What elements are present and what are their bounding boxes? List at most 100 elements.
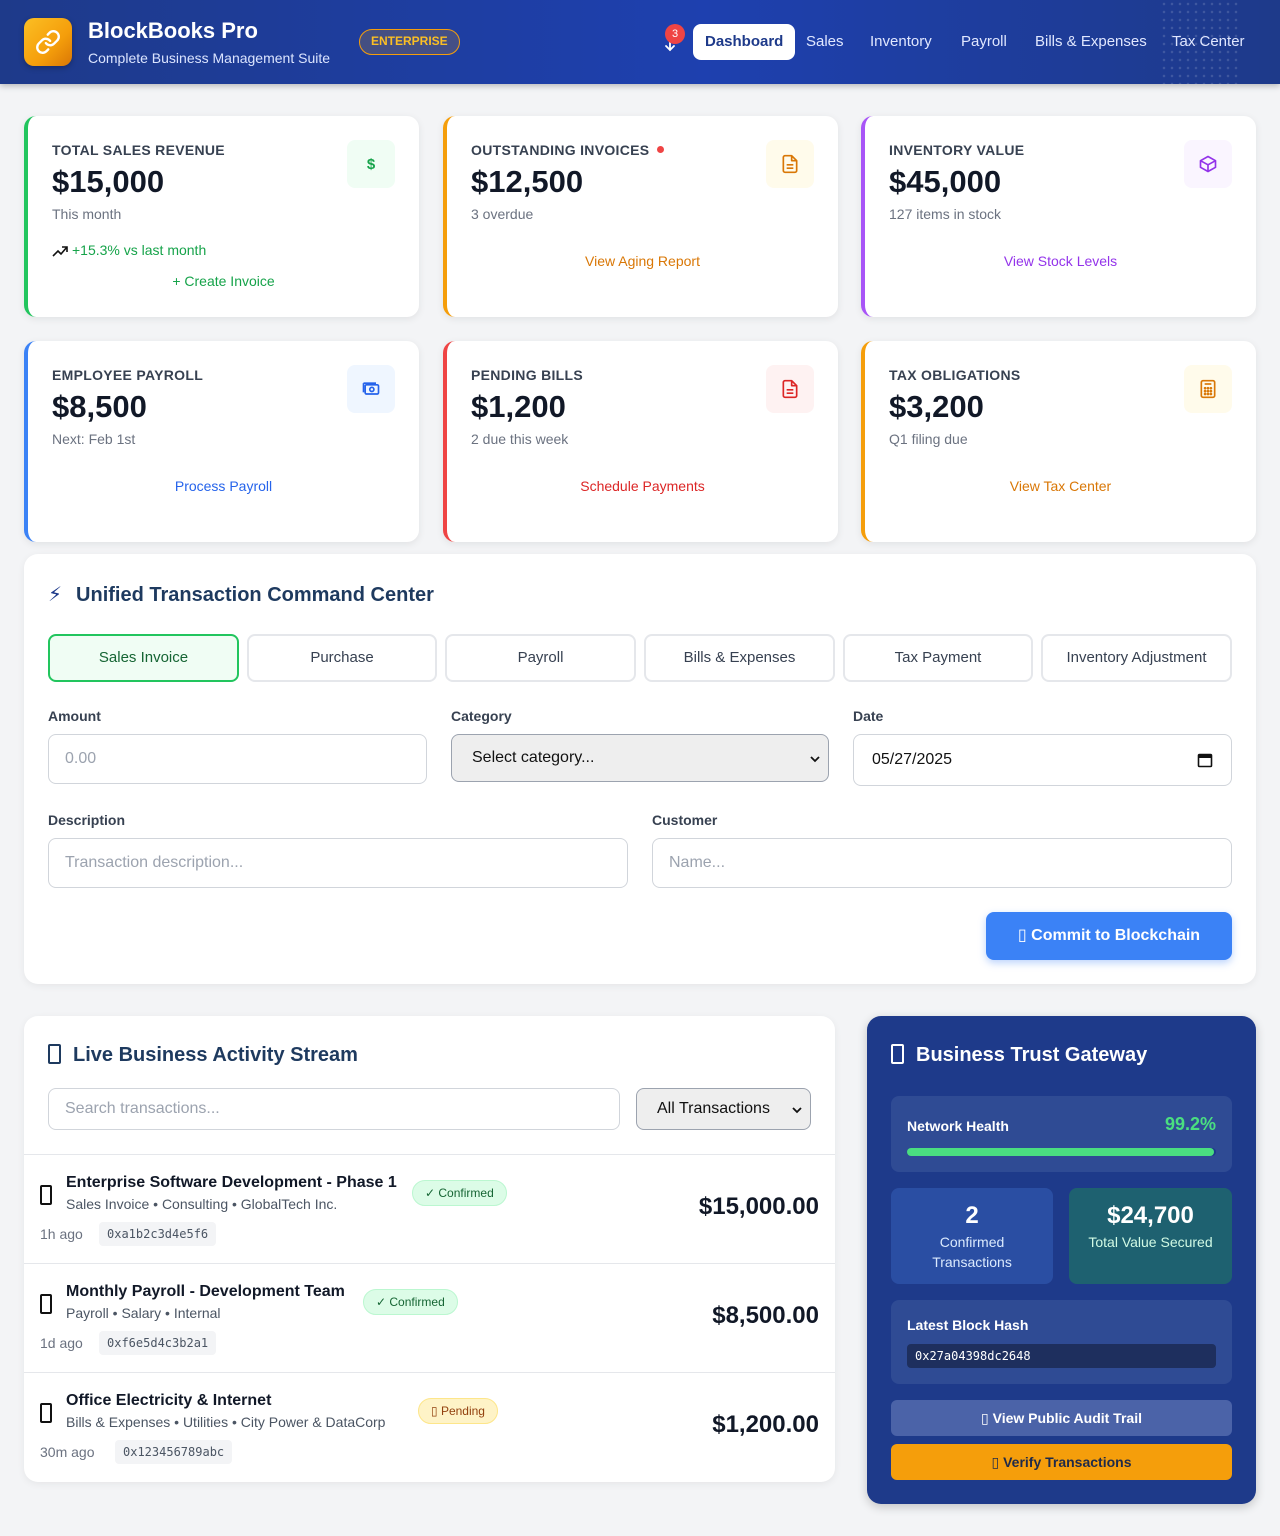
transaction-command-center: ⚡ Unified Transaction Command Center Sale… <box>24 554 1256 984</box>
alert-dot <box>657 145 665 153</box>
calculator-icon <box>1184 365 1232 413</box>
view-stock-levels-link[interactable]: View Stock Levels <box>1003 253 1118 269</box>
create-invoice-link[interactable]: + Create Invoice <box>172 273 275 289</box>
view-aging-report-link[interactable]: View Aging Report <box>585 253 700 269</box>
transaction-title: Monthly Payroll - Development Team <box>66 1283 345 1300</box>
brand-subtitle: Complete Business Management Suite <box>88 50 331 66</box>
stat-card-sales-revenue: TOTAL SALES REVENUE $15,000 This month +… <box>24 116 419 317</box>
stat-value: $8,500 <box>52 389 147 424</box>
search-transactions-input[interactable]: Search transactions... <box>48 1088 620 1130</box>
network-health-bar <box>907 1148 1214 1156</box>
customer-input[interactable]: Name... <box>652 838 1232 888</box>
tab-bills-expenses[interactable]: Bills & Expenses <box>644 634 835 682</box>
transaction-row[interactable]: Monthly Payroll - Development Team Payro… <box>24 1263 835 1372</box>
tab-tax-payment[interactable]: Tax Payment <box>843 634 1033 682</box>
app-header: BlockBooks Pro Complete Business Managem… <box>0 0 1280 84</box>
confirmed-transactions-card: 2 Confirmed Transactions <box>891 1188 1053 1284</box>
confirmed-count: 2 <box>965 1202 979 1229</box>
cash-icon <box>347 365 395 413</box>
verify-transactions-button[interactable]: ▯ Verify Transactions <box>891 1444 1232 1480</box>
trend-text: +15.3% vs last month <box>72 242 207 258</box>
schedule-payments-link[interactable]: Schedule Payments <box>580 478 705 494</box>
transaction-hash[interactable]: 0xa1b2c3d4e5f6 <box>99 1222 217 1246</box>
latest-hash-value[interactable]: 0x27a04398dc2648 <box>907 1344 1216 1368</box>
transaction-title: Office Electricity & Internet <box>66 1392 272 1409</box>
transaction-time: 1h ago <box>40 1226 83 1242</box>
stat-subtext: 3 overdue <box>471 206 534 222</box>
stat-subtext: Q1 filing due <box>889 431 968 447</box>
nav-dashboard[interactable]: Dashboard <box>693 24 796 60</box>
transaction-time: 1d ago <box>40 1335 83 1351</box>
description-input[interactable]: Transaction description... <box>48 838 628 888</box>
transaction-title: Enterprise Software Development - Phase … <box>66 1174 397 1191</box>
header-pattern <box>1160 0 1240 84</box>
commit-icon: ▯ <box>1017 927 1027 944</box>
filter-value: All Transactions <box>657 1100 770 1117</box>
brand-title: BlockBooks Pro <box>88 18 258 43</box>
date-value: 05/27/2025 <box>872 751 953 768</box>
category-label: Category <box>451 708 512 724</box>
stat-value: $12,500 <box>471 164 584 199</box>
stat-label: INVENTORY VALUE <box>889 142 1025 158</box>
network-health-track <box>907 1148 1216 1156</box>
stat-card-tax-obligations: TAX OBLIGATIONS $3,200 Q1 filing due Vie… <box>861 341 1256 542</box>
date-input[interactable]: 05/27/2025 <box>853 734 1232 786</box>
command-center-title-text: Unified Transaction Command Center <box>76 584 434 606</box>
commit-to-blockchain-button[interactable]: ▯ Commit to Blockchain <box>986 912 1232 960</box>
transaction-hash[interactable]: 0xf6e5d4c3b2a1 <box>99 1331 217 1355</box>
stat-value: $1,200 <box>471 389 566 424</box>
transaction-row[interactable]: Office Electricity & Internet Bills & Ex… <box>24 1372 835 1481</box>
stat-subtext: 127 items in stock <box>889 206 1002 222</box>
confirmed-label: Confirmed Transactions <box>932 1234 1012 1270</box>
transaction-row[interactable]: Enterprise Software Development - Phase … <box>24 1154 835 1263</box>
transaction-meta: Sales Invoice • Consulting • GlobalTech … <box>66 1196 338 1212</box>
activity-icon <box>48 1043 61 1064</box>
stat-subtext: This month <box>52 206 122 222</box>
activity-stream-title-text: Live Business Activity Stream <box>73 1044 358 1066</box>
transaction-filter-select[interactable]: All Transactions <box>636 1088 811 1130</box>
stat-label: TAX OBLIGATIONS <box>889 367 1021 383</box>
transaction-time: 30m ago <box>40 1444 95 1460</box>
stat-trend: +15.3% vs last month <box>52 242 206 258</box>
tab-payroll[interactable]: Payroll <box>445 634 636 682</box>
transaction-hash[interactable]: 0x123456789abc <box>115 1440 233 1464</box>
tab-inventory-adjustment[interactable]: Inventory Adjustment <box>1041 634 1232 682</box>
nav-tax-center[interactable]: Tax Center <box>1172 33 1245 50</box>
latest-block-card: Latest Block Hash 0x27a04398dc2648 <box>891 1300 1232 1384</box>
stat-label: EMPLOYEE PAYROLL <box>52 367 204 383</box>
view-audit-trail-button[interactable]: ▯ View Public Audit Trail <box>891 1400 1232 1436</box>
process-payroll-link[interactable]: Process Payroll <box>174 478 273 494</box>
stat-card-outstanding-invoices: OUTSTANDING INVOICES $12,500 3 overdue V… <box>443 116 838 317</box>
chevron-down-icon <box>810 756 820 763</box>
notification-badge: 3 <box>665 24 685 44</box>
dollar-icon: $ <box>347 140 395 188</box>
lightning-icon: ⚡ <box>48 584 63 606</box>
shield-icon <box>891 1043 904 1064</box>
transaction-icon <box>40 1403 52 1423</box>
amount-input[interactable]: 0.00 <box>48 734 427 784</box>
transaction-amount: $8,500.00 <box>712 1302 819 1329</box>
chevron-down-icon <box>792 1107 802 1114</box>
nav-sales[interactable]: Sales <box>806 33 844 50</box>
nav-inventory[interactable]: Inventory <box>870 33 932 50</box>
stat-subtext: Next: Feb 1st <box>52 431 136 447</box>
category-select[interactable]: Select category... <box>451 734 829 782</box>
nav-bills-expenses[interactable]: Bills & Expenses <box>1035 33 1147 50</box>
stat-subtext: 2 due this week <box>471 431 569 447</box>
transaction-meta: Payroll • Salary • Internal <box>66 1305 221 1321</box>
tab-purchase[interactable]: Purchase <box>247 634 437 682</box>
nav-payroll[interactable]: Payroll <box>961 33 1007 50</box>
stat-card-employee-payroll: EMPLOYEE PAYROLL $8,500 Next: Feb 1st Pr… <box>24 341 419 542</box>
tab-sales-invoice[interactable]: Sales Invoice <box>48 634 239 682</box>
logo[interactable] <box>24 18 72 66</box>
document-icon <box>766 140 814 188</box>
bill-icon <box>766 365 814 413</box>
status-badge: ▯ Pending <box>418 1398 498 1424</box>
commit-label: Commit to Blockchain <box>1031 927 1201 944</box>
view-tax-center-link[interactable]: View Tax Center <box>1009 478 1112 494</box>
total-value: $24,700 <box>1107 1202 1194 1229</box>
network-health-label: Network Health <box>907 1118 1009 1134</box>
cube-icon <box>1184 140 1232 188</box>
calendar-icon[interactable] <box>1197 752 1213 768</box>
gateway-title: Business Trust Gateway <box>891 1043 1147 1067</box>
